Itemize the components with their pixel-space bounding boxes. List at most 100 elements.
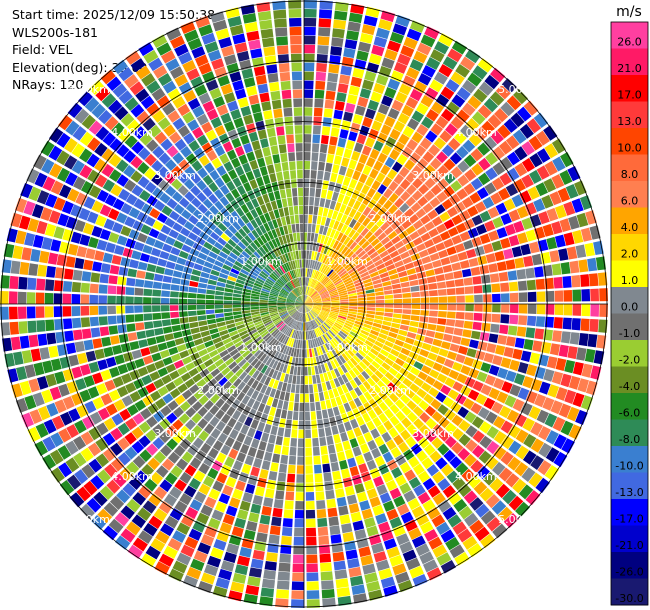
ray-gate bbox=[321, 126, 331, 136]
ray-gate bbox=[394, 260, 404, 268]
ray-gate bbox=[373, 394, 383, 405]
ray-gate bbox=[533, 112, 549, 128]
ray-gate bbox=[241, 301, 250, 304]
ray-gate bbox=[250, 306, 259, 310]
ray-gate bbox=[363, 401, 373, 412]
ray-gate bbox=[306, 250, 310, 259]
ray-gate bbox=[256, 248, 264, 258]
ray-gate bbox=[221, 413, 231, 424]
ray-gate bbox=[211, 58, 225, 70]
ray-gate bbox=[148, 57, 163, 72]
ray-gate bbox=[512, 348, 523, 360]
ray-gate bbox=[236, 324, 246, 330]
ray-gate bbox=[413, 259, 423, 267]
ray-gate bbox=[290, 347, 295, 357]
ray-gate bbox=[192, 105, 205, 118]
ray-gate bbox=[340, 304, 349, 306]
ray-gate bbox=[351, 189, 360, 200]
ray-gate bbox=[590, 304, 600, 317]
ray-gate bbox=[114, 512, 130, 527]
ray-gate bbox=[336, 334, 344, 342]
ray-gate bbox=[277, 322, 285, 330]
ray-gate bbox=[231, 526, 244, 538]
ray-gate bbox=[155, 335, 166, 344]
ray-gate bbox=[321, 295, 330, 300]
ray-gate bbox=[330, 398, 338, 408]
ray-gate bbox=[212, 440, 224, 452]
ray-gate bbox=[279, 265, 286, 274]
ray-gate bbox=[238, 472, 249, 483]
ray-gate bbox=[64, 330, 74, 342]
ray-gate bbox=[395, 571, 410, 584]
ray-gate bbox=[314, 282, 321, 290]
ray-gate bbox=[426, 276, 437, 284]
ray-gate bbox=[484, 182, 497, 195]
ray-gate bbox=[137, 161, 150, 175]
ray-gate bbox=[188, 140, 200, 152]
ray-gate bbox=[577, 378, 589, 393]
ray-gate bbox=[317, 273, 324, 281]
ray-gate bbox=[94, 142, 108, 157]
ray-gate bbox=[337, 376, 345, 386]
ray-gate bbox=[521, 217, 533, 230]
ray-gate bbox=[429, 290, 438, 297]
ray-gate bbox=[335, 320, 344, 326]
ray-gate bbox=[315, 71, 327, 81]
ray-gate bbox=[129, 391, 141, 403]
ray-gate bbox=[485, 456, 499, 470]
ray-gate bbox=[334, 1, 349, 12]
ray-gate bbox=[237, 327, 247, 334]
ray-gate bbox=[180, 146, 192, 158]
ray-gate bbox=[48, 210, 61, 224]
ray-gate bbox=[304, 295, 305, 304]
ray-gate bbox=[499, 405, 512, 419]
ray-gate bbox=[205, 299, 215, 304]
ray-gate bbox=[137, 232, 148, 243]
ray-gate bbox=[199, 215, 210, 225]
ray-gate bbox=[362, 79, 374, 91]
ray-gate bbox=[45, 279, 55, 291]
ray-gate bbox=[279, 226, 285, 236]
ray-gate bbox=[496, 261, 507, 272]
ray-gate bbox=[372, 322, 382, 329]
ray-gate bbox=[319, 9, 333, 19]
ray-gate bbox=[159, 250, 170, 260]
ray-gate bbox=[326, 371, 333, 381]
ray-gate bbox=[238, 330, 248, 337]
ray-gate bbox=[549, 191, 562, 206]
ray-gate bbox=[340, 214, 348, 224]
ray-gate bbox=[354, 59, 367, 70]
ray-gate bbox=[368, 53, 382, 65]
ray-gate bbox=[35, 423, 49, 438]
ray-gate bbox=[278, 208, 285, 218]
ray-gate bbox=[136, 330, 147, 340]
ray-gate bbox=[62, 293, 72, 304]
ray-gate bbox=[327, 286, 336, 292]
ray-gate bbox=[241, 298, 251, 302]
ray-gate bbox=[339, 311, 348, 316]
ray-gate bbox=[237, 275, 247, 282]
ray-gate bbox=[304, 340, 307, 349]
ray-gate bbox=[317, 364, 323, 374]
ray-gate bbox=[463, 154, 477, 168]
ray-gate bbox=[288, 401, 294, 411]
ray-gate bbox=[190, 275, 200, 282]
ray-gate bbox=[330, 309, 339, 313]
ray-gate bbox=[281, 89, 292, 99]
ray-gate bbox=[225, 476, 237, 488]
ray-gate bbox=[527, 304, 537, 314]
ray-gate bbox=[294, 393, 300, 403]
ray-gate bbox=[187, 305, 197, 311]
ray-gate bbox=[113, 473, 127, 488]
ray-gate bbox=[148, 493, 162, 507]
ray-gate bbox=[232, 304, 241, 308]
ray-gate bbox=[243, 142, 253, 154]
ray-gate bbox=[311, 292, 319, 299]
ray-gate bbox=[389, 516, 403, 529]
ray-gate bbox=[215, 211, 226, 222]
ray-gate bbox=[354, 386, 363, 397]
ray-gate bbox=[333, 358, 340, 368]
ray-gate bbox=[268, 240, 275, 250]
ray-gate bbox=[36, 320, 46, 332]
ray-gate bbox=[215, 577, 230, 589]
